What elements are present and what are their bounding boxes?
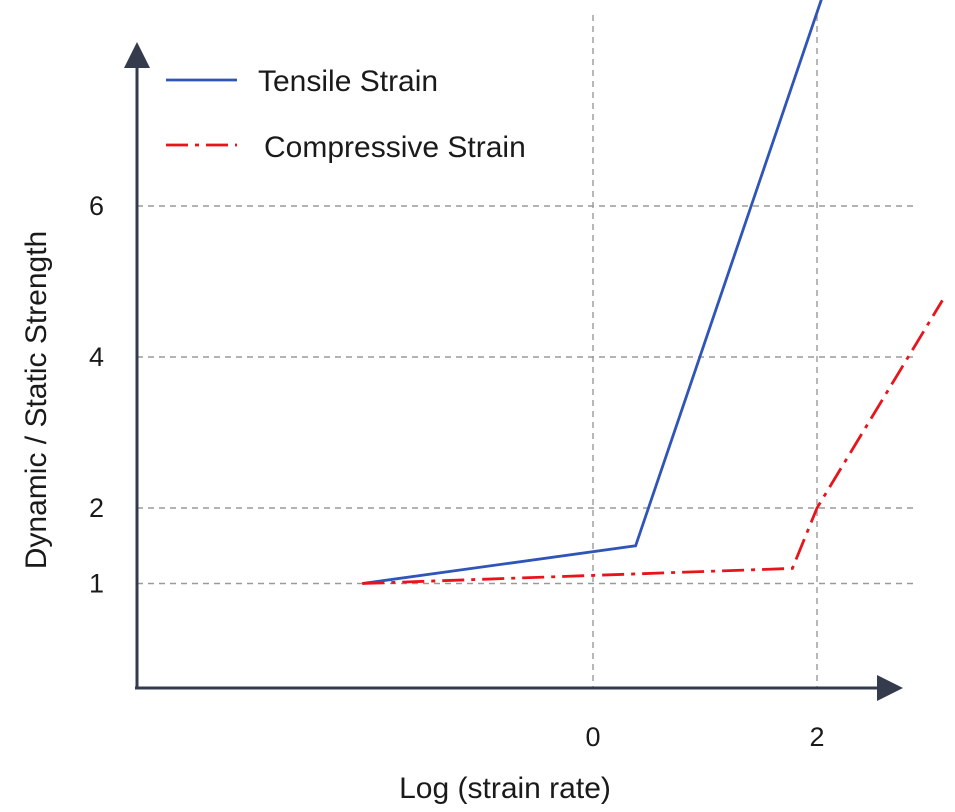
y-axis-arrow-icon bbox=[124, 42, 150, 68]
series-line-compressive bbox=[362, 299, 944, 585]
y-tick-label-2: 2 bbox=[89, 493, 104, 523]
legend: Tensile Strain Compressive Strain bbox=[166, 65, 526, 164]
legend-label-compressive: Compressive Strain bbox=[264, 131, 526, 164]
y-axis-label: Dynamic / Static Strength bbox=[20, 231, 53, 569]
legend-label-tensile: Tensile Strain bbox=[258, 65, 438, 98]
y-tick-label-6: 6 bbox=[89, 191, 104, 221]
y-tick-label-4: 4 bbox=[89, 342, 104, 372]
tick-labels: 1 2 4 6 0 2 bbox=[89, 191, 825, 752]
series-line-tensile bbox=[362, 0, 823, 585]
axes bbox=[124, 42, 903, 701]
x-axis-arrow-icon bbox=[877, 675, 903, 701]
x-axis-label: Log (strain rate) bbox=[399, 772, 611, 805]
x-tick-label-2: 2 bbox=[809, 722, 824, 752]
y-tick-label-1: 1 bbox=[89, 569, 104, 599]
x-tick-label-0: 0 bbox=[585, 722, 600, 752]
series-layer bbox=[362, 0, 944, 585]
gridlines bbox=[137, 15, 918, 688]
